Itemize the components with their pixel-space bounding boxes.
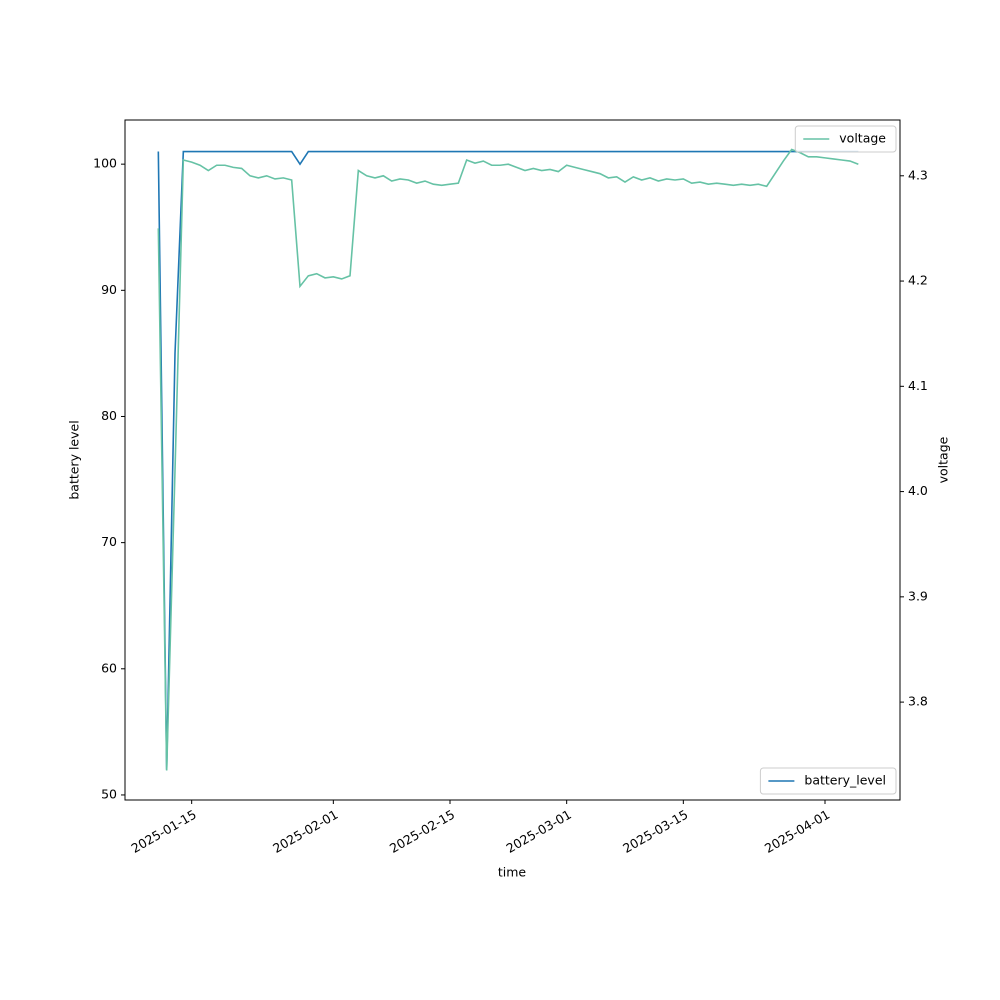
y2-tick-label: 4.1	[908, 378, 928, 393]
legend-label: voltage	[839, 131, 886, 146]
series-line	[157, 148, 859, 771]
y-tick-label: 80	[101, 408, 117, 423]
y-axis-label: battery level	[67, 420, 82, 499]
x-tick-label: 2025-03-01	[503, 807, 573, 856]
y-tick-label: 70	[101, 534, 117, 549]
legend-box	[794, 125, 897, 153]
x-tick-label: 2025-02-01	[270, 807, 340, 856]
legend: voltage	[794, 125, 897, 153]
x-tick-label: 2025-01-15	[128, 807, 198, 856]
y2-axis-label: voltage	[936, 436, 951, 483]
y2-tick-label: 3.9	[908, 588, 928, 603]
y-tick-label: 90	[101, 282, 117, 297]
x-tick-label: 2025-02-15	[387, 807, 457, 856]
series-line	[157, 150, 859, 770]
x-axis-label: time	[498, 865, 527, 880]
y-tick-label: 50	[101, 786, 117, 801]
x-tick-label: 2025-03-15	[620, 807, 690, 856]
legend-box	[759, 767, 897, 795]
y2-tick-label: 4.0	[908, 483, 928, 498]
plot-frame	[124, 119, 901, 801]
y2-tick-label: 3.8	[908, 694, 928, 709]
y2-tick-label: 4.3	[908, 167, 928, 182]
y-tick-label: 100	[93, 156, 117, 171]
y-tick-label: 60	[101, 660, 117, 675]
legend-label: battery_level	[804, 773, 886, 788]
y2-tick-label: 4.2	[908, 273, 928, 288]
legend: battery_level	[759, 767, 897, 795]
x-tick-label: 2025-04-01	[762, 807, 832, 856]
